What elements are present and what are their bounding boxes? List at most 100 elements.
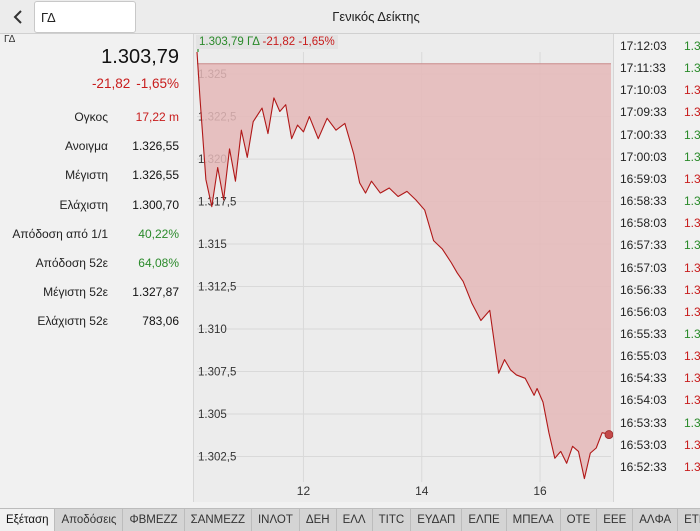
back-arrow-icon[interactable]	[6, 6, 30, 28]
trade-time: 16:56:33	[620, 282, 667, 297]
trade-row[interactable]: 16:55:33 1.3	[614, 327, 700, 349]
price-area	[197, 52, 611, 479]
tab-symbol[interactable]: ΣΑΝΜΕΖΖ	[185, 509, 252, 531]
tab-symbol[interactable]: ΙΝΛΟΤ	[252, 509, 300, 531]
intraday-chart[interactable]: 1.3251.322,51.3201.317,51.3151.312,51.31…	[193, 34, 614, 502]
trade-row[interactable]: 17:10:03 1.3	[614, 83, 700, 105]
chart-header-price: 1.303,79	[199, 36, 244, 48]
trade-row[interactable]: 17:11:33 1.3	[614, 61, 700, 83]
trade-row[interactable]: 17:00:03 1.3	[614, 150, 700, 172]
last-price: 1.303,79	[101, 46, 179, 68]
trade-time: 17:00:03	[620, 149, 667, 164]
stat-label: Απόδοση 52ε	[35, 256, 108, 270]
y-tick-label: 1.305	[198, 409, 227, 421]
trade-row[interactable]: 17:09:33 1.3	[614, 105, 700, 127]
tab-symbol[interactable]: ΟΤΕ	[561, 509, 598, 531]
trade-row[interactable]: 16:57:33 1.3	[614, 238, 700, 260]
chart-header: 1.303,79 ΓΔ -21,82 -1,65%	[196, 35, 338, 49]
stat-label: Ελάχιστη	[59, 197, 108, 212]
trade-price: 1.3	[684, 260, 700, 275]
trade-price: 1.3	[684, 61, 700, 76]
stat-value: 1.300,70	[132, 197, 179, 212]
tab-returns[interactable]: Αποδόσεις	[55, 509, 124, 531]
stat-row: Μέγιστη 52ε 1.327,87	[0, 285, 193, 305]
stat-value: 1.327,87	[132, 285, 179, 300]
trade-row[interactable]: 16:53:03 1.3	[614, 438, 700, 460]
x-tick-label: 12	[297, 484, 311, 498]
trade-row[interactable]: 16:55:03 1.3	[614, 349, 700, 371]
trade-price: 1.3	[684, 149, 700, 164]
symbol-input[interactable]: ΓΔ	[34, 1, 136, 33]
trade-time: 17:10:03	[620, 83, 667, 98]
stat-row: Ογκος 17,22 m	[0, 110, 193, 130]
stat-label: Μέγιστη	[65, 168, 108, 183]
last-price-marker	[604, 430, 614, 439]
y-tick-label: 1.315	[198, 239, 227, 251]
tab-symbol[interactable]: ΕΕΕ	[597, 509, 634, 531]
trade-time: 16:57:03	[620, 260, 667, 275]
trade-price: 1.3	[684, 216, 700, 231]
chart-header-percent: -1,65%	[298, 36, 335, 48]
tab-symbol[interactable]: ΦΒΜΕΖΖ	[123, 509, 185, 531]
summary-panel: 1.303,79 -21,82 -1,65% Ογκος 17,22 m Ανοιγμ…	[0, 34, 193, 502]
trade-price: 1.3	[684, 437, 700, 452]
chart-header-symbol: ΓΔ	[246, 36, 260, 48]
trade-time: 16:52:33	[620, 459, 667, 474]
y-tick-label: 1.307,5	[198, 367, 236, 379]
stat-row: Ελάχιστη 1.300,70	[0, 198, 193, 218]
trade-row[interactable]: 16:56:33 1.3	[614, 283, 700, 305]
tab-symbol[interactable]: ΔΕΗ	[300, 509, 337, 531]
top-bar: ΓΔ Γενικός Δείκτης	[0, 0, 700, 34]
trade-time: 16:53:03	[620, 437, 667, 452]
tab-symbol[interactable]: ΕΤΕ	[678, 509, 700, 531]
stat-label: Ογκος	[74, 110, 108, 124]
stat-label: Ελάχιστη 52ε	[37, 314, 108, 329]
trade-row[interactable]: 16:58:33 1.3	[614, 194, 700, 216]
trade-row[interactable]: 17:00:33 1.3	[614, 128, 700, 150]
tab-symbol[interactable]: TITC	[373, 509, 412, 531]
tab-symbol[interactable]: ΑΛΦΑ	[633, 509, 679, 531]
price-line	[196, 51, 612, 480]
trade-time: 16:55:03	[620, 349, 667, 364]
trade-time: 16:59:03	[620, 171, 667, 186]
tab-symbol[interactable]: ΜΠΕΛΑ	[507, 509, 561, 531]
change-percent: -1,65%	[136, 76, 179, 91]
trade-price: 1.3	[684, 415, 700, 430]
stat-row: Μέγιστη 1.326,55	[0, 168, 193, 188]
trade-row[interactable]: 16:57:03 1.3	[614, 261, 700, 283]
trades-list[interactable]: 17:12:03 1.3 17:11:33 1.3 17:10:03 1.3 17:09:3…	[613, 34, 700, 502]
stat-value: 17,22 m	[135, 110, 179, 124]
stat-value: 40,22%	[138, 226, 179, 241]
side-symbol-tag: ΓΔ	[4, 34, 16, 45]
trade-row[interactable]: 16:59:03 1.3	[614, 172, 700, 194]
trade-row[interactable]: 16:54:33 1.3	[614, 371, 700, 393]
change-absolute: -21,82	[91, 76, 131, 91]
tab-symbol[interactable]: ΕΛΛ	[337, 509, 373, 531]
trade-row[interactable]: 16:58:03 1.3	[614, 216, 700, 238]
x-tick-label: 14	[415, 484, 429, 498]
trade-time: 16:56:03	[620, 304, 667, 319]
trade-row[interactable]: 16:53:33 1.3	[614, 416, 700, 438]
trade-price: 1.3	[684, 194, 700, 209]
chart-header-change: -21,82	[262, 36, 296, 48]
trade-time: 17:09:33	[620, 105, 667, 120]
trade-time: 17:00:33	[620, 127, 667, 142]
trade-row[interactable]: 16:54:03 1.3	[614, 393, 700, 415]
tab-symbol[interactable]: ΕΥΔΑΠ	[411, 509, 463, 531]
trade-time: 17:11:33	[620, 61, 666, 76]
tab-symbol[interactable]: ΕΛΠΕ	[462, 509, 507, 531]
trade-time: 16:57:33	[620, 238, 667, 253]
trade-price: 1.3	[684, 304, 700, 319]
y-tick-label: 1.312,5	[198, 282, 236, 294]
trade-price: 1.3	[684, 127, 700, 142]
trade-price: 1.3	[684, 83, 700, 98]
stat-label: Μέγιστη 52ε	[43, 285, 108, 300]
trade-row[interactable]: 17:12:03 1.3	[614, 39, 700, 61]
stat-label: Απόδοση από 1/1	[12, 226, 108, 241]
tab-overview[interactable]: Εξέταση	[0, 509, 56, 531]
price-change: -21,82 -1,65%	[86, 76, 179, 91]
trade-row[interactable]: 16:56:03 1.3	[614, 305, 700, 327]
y-tick-label: 1.310	[198, 324, 227, 336]
stat-row: Ανοιγμα 1.326,55	[0, 139, 193, 159]
trade-row[interactable]: 16:52:33 1.3	[614, 460, 700, 482]
